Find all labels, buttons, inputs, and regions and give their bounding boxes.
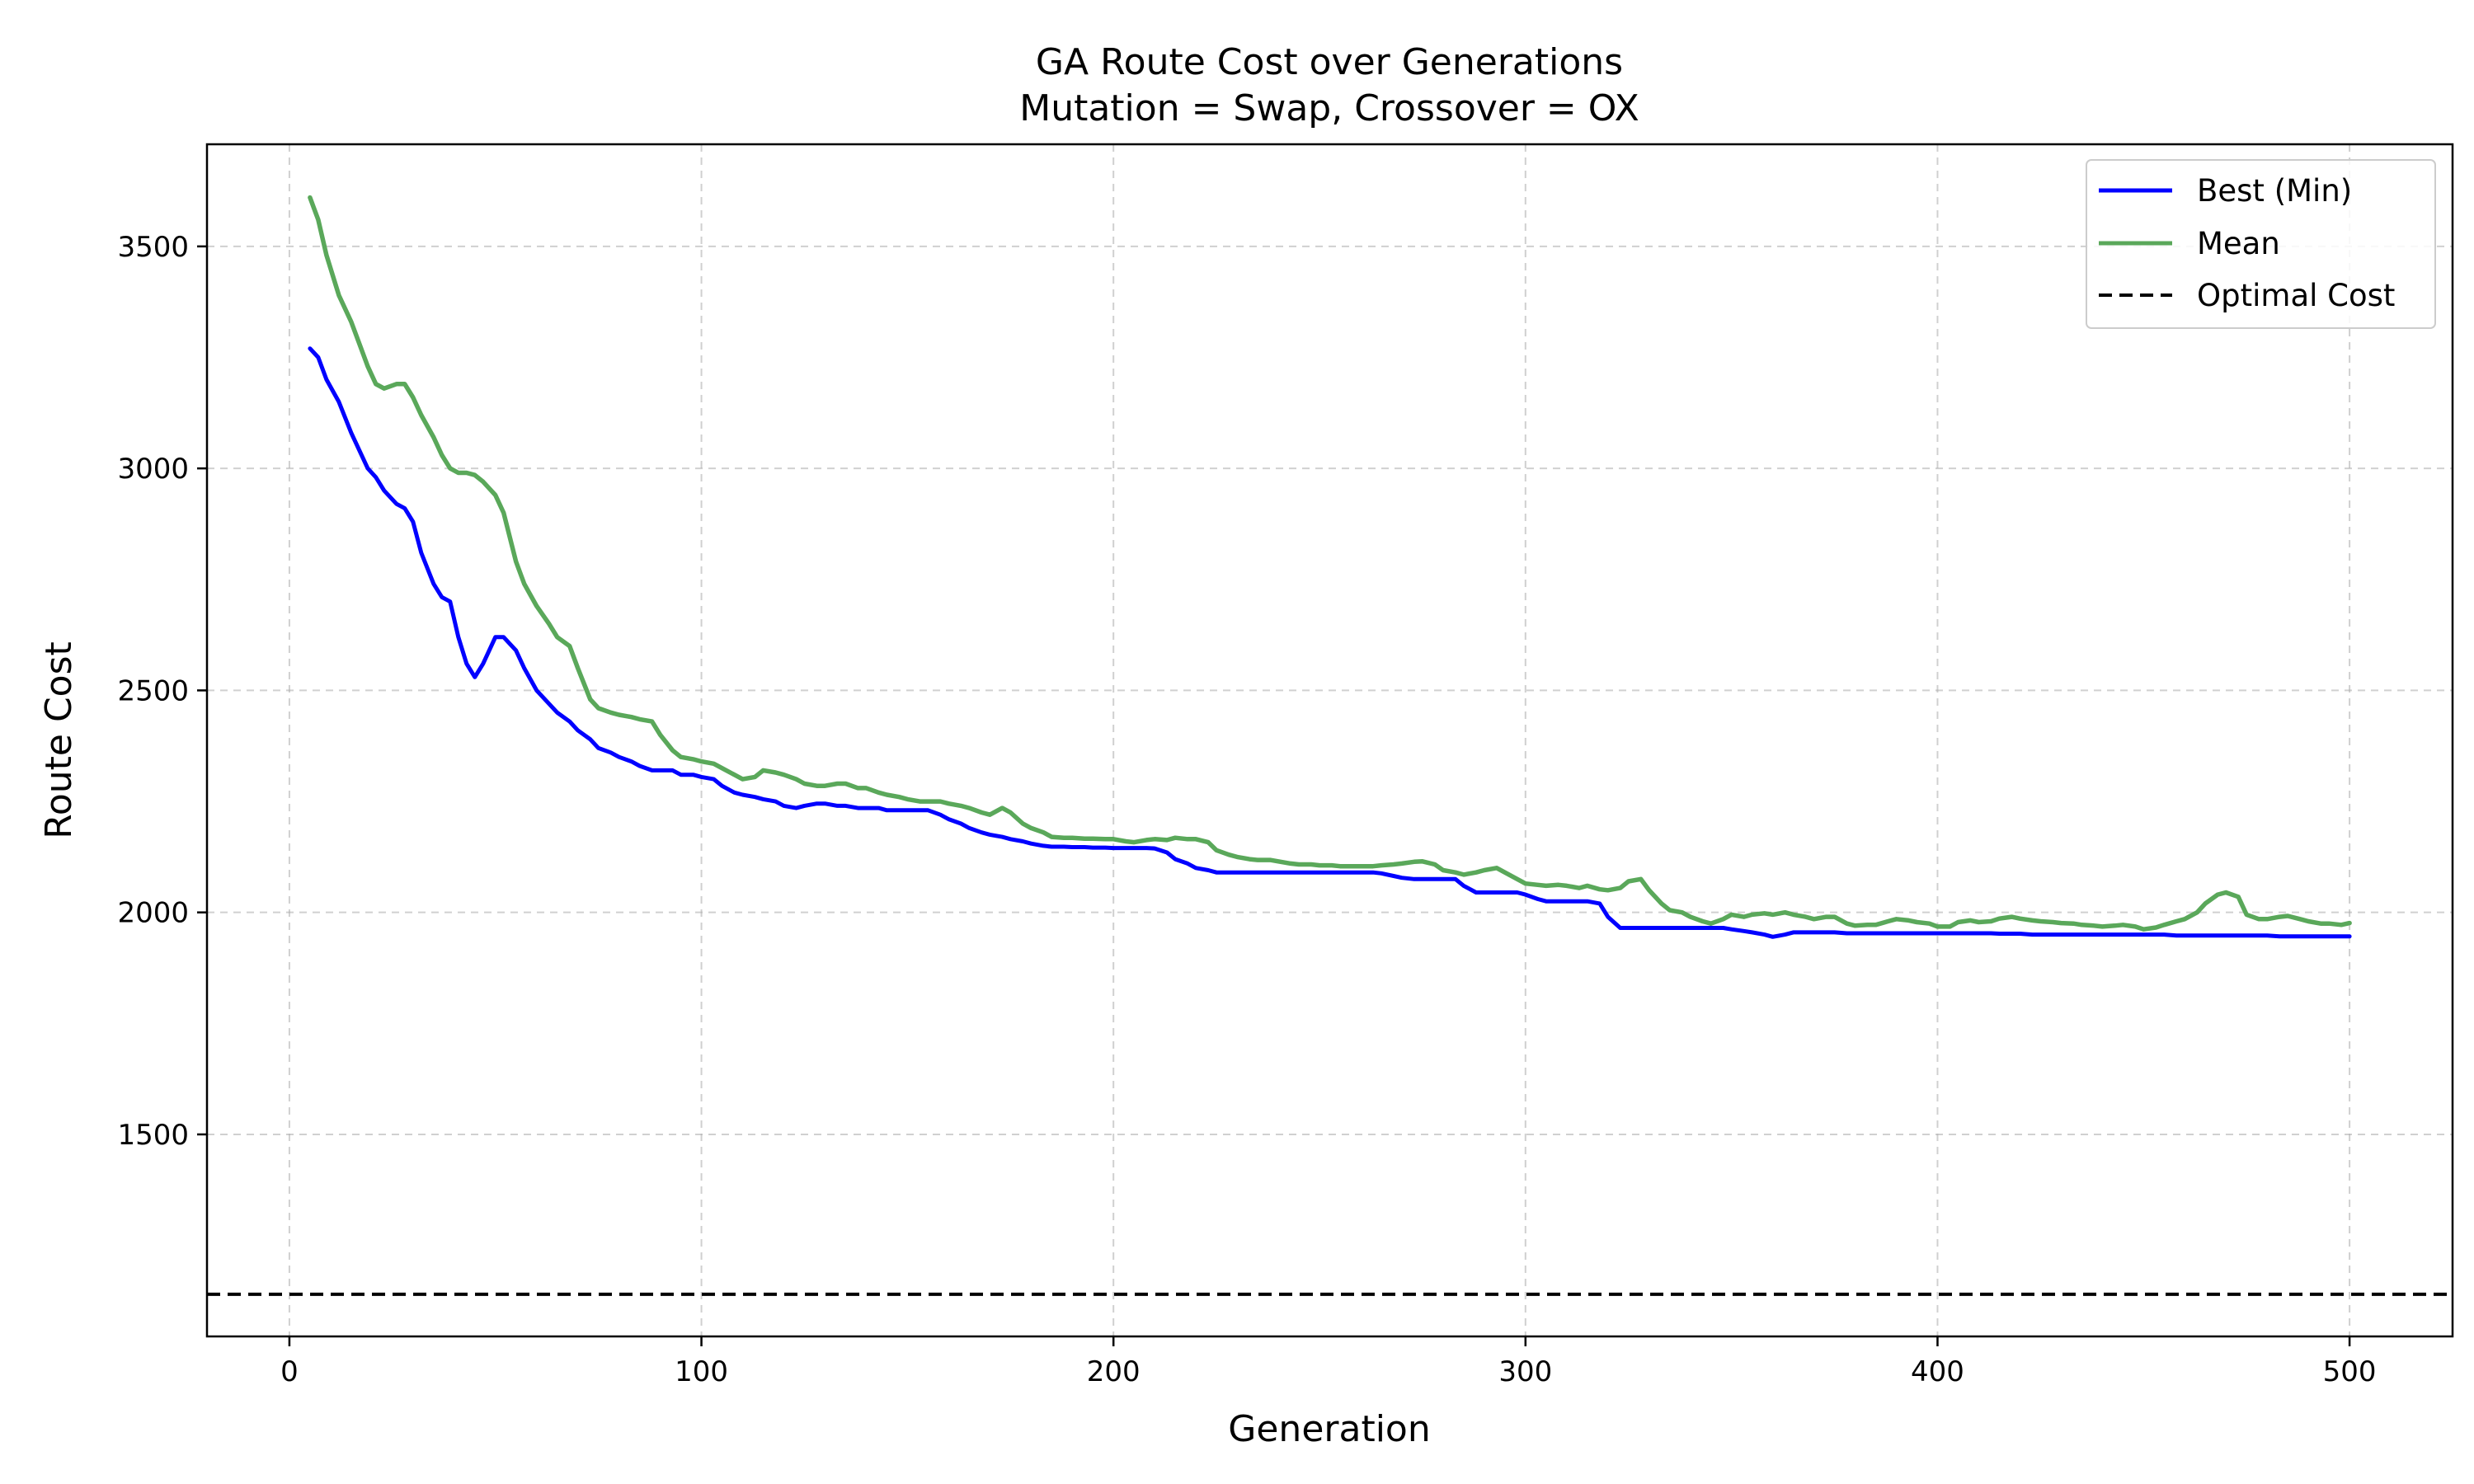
chart-title: GA Route Cost over Generations (1036, 41, 1623, 83)
legend: Best (Min) Mean Optimal Cost (2086, 159, 2436, 329)
series-layer (308, 195, 2352, 939)
x-tick-label: 500 (2323, 1355, 2377, 1388)
y-tick-label: 3000 (117, 453, 189, 486)
x-tick-label: 0 (280, 1355, 299, 1388)
y-axis: 1500 2000 2500 3000 3500 (117, 231, 207, 1152)
x-axis-label: Generation (1228, 1408, 1430, 1450)
y-tick-label: 1500 (117, 1119, 189, 1152)
x-tick-label: 200 (1087, 1355, 1141, 1388)
plot-frame (205, 143, 2454, 1338)
x-tick-label: 300 (1498, 1355, 1552, 1388)
y-tick-label: 3500 (117, 231, 189, 264)
series-line-mean (308, 195, 2352, 932)
legend-box (2086, 159, 2436, 329)
legend-label-mean: Mean (2197, 226, 2280, 261)
x-axis: 0 100 200 300 400 500 (280, 1336, 2377, 1388)
y-tick-label: 2000 (117, 897, 189, 930)
y-tick-label: 2500 (117, 674, 189, 707)
legend-label-optimal: Optimal Cost (2197, 278, 2395, 313)
series-line-best (308, 346, 2352, 939)
chart-subtitle: Mutation = Swap, Crossover = OX (1019, 87, 1639, 129)
grid-layer (207, 144, 2453, 1336)
x-tick-label: 100 (675, 1355, 728, 1388)
x-tick-label: 400 (1911, 1355, 1964, 1388)
legend-label-best: Best (Min) (2197, 173, 2352, 209)
y-axis-label: Route Cost (38, 641, 80, 839)
